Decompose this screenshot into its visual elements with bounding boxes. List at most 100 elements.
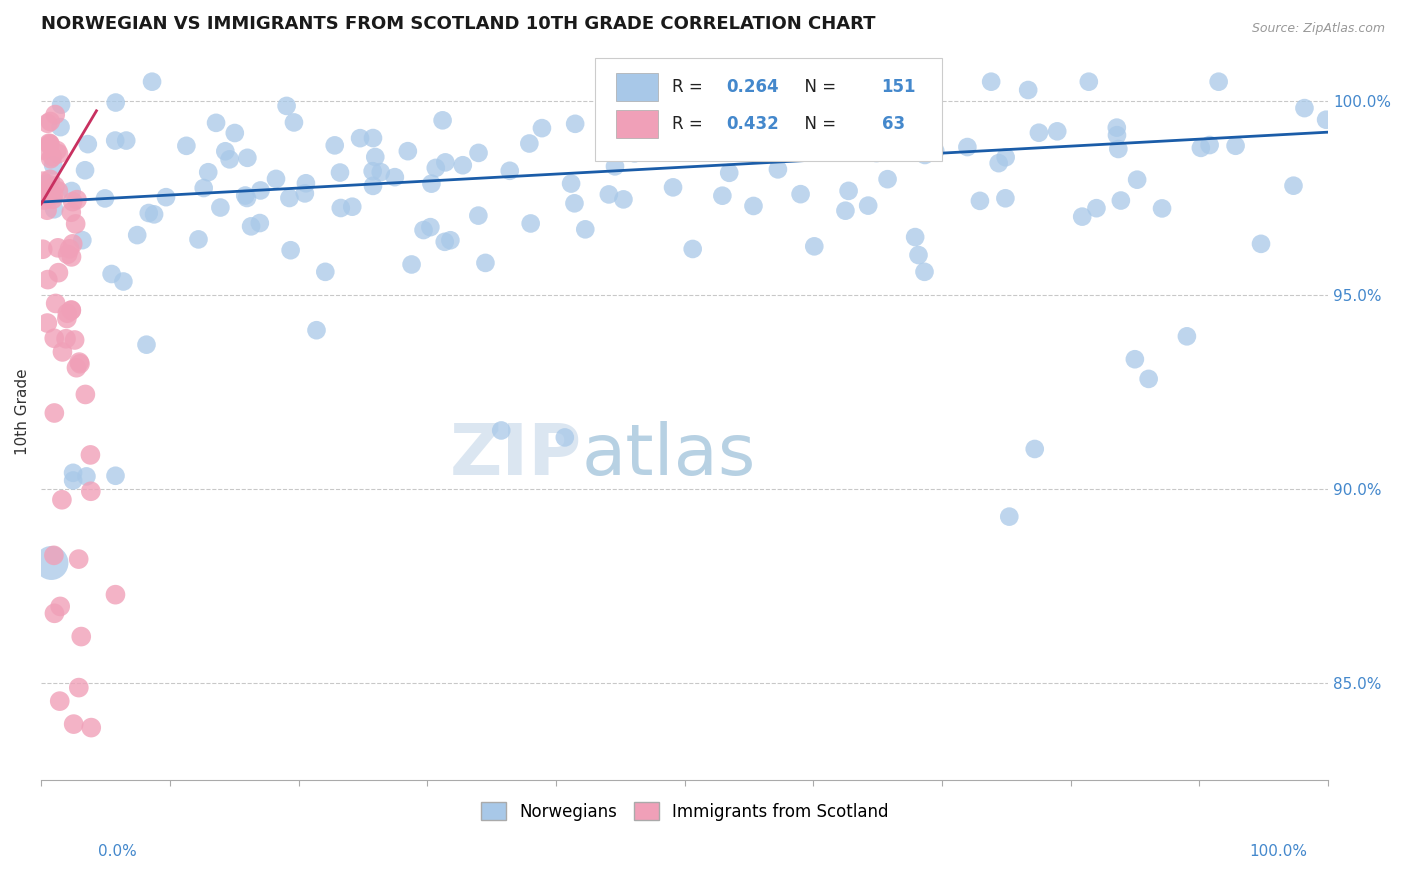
Point [37, 187, 59, 202]
Point [675, 105, 697, 120]
Point [912, 113, 935, 128]
Point [58, 242, 80, 256]
Point [769, 77, 792, 91]
Point [218, 153, 240, 167]
Point [1225, 138, 1247, 153]
Point [69, 357, 91, 371]
Point [969, 194, 991, 208]
Text: 151: 151 [882, 78, 917, 96]
Point [224, 126, 246, 140]
Point [37, 203, 59, 218]
Text: N =: N = [794, 78, 841, 96]
Point [294, 186, 316, 201]
Point [564, 117, 586, 131]
Point [361, 164, 384, 178]
Point [80, 484, 103, 499]
Point [70, 630, 93, 644]
Point [329, 201, 352, 215]
Point [32, 143, 55, 157]
Point [434, 155, 457, 169]
Point [41, 150, 63, 164]
Point [517, 136, 540, 151]
Point [42, 158, 65, 172]
Point [598, 187, 620, 202]
Point [44, 607, 66, 621]
Point [1250, 236, 1272, 251]
Point [748, 124, 770, 138]
Point [666, 142, 689, 156]
Point [39, 152, 62, 166]
Point [56, 306, 79, 320]
Point [564, 196, 586, 211]
Point [1137, 372, 1160, 386]
Point [711, 188, 734, 202]
Point [236, 191, 259, 205]
Point [37, 183, 59, 197]
Point [530, 121, 553, 136]
Point [193, 181, 215, 195]
Point [907, 132, 929, 146]
Point [401, 257, 423, 271]
Point [865, 146, 887, 161]
Point [467, 209, 489, 223]
Point [1189, 141, 1212, 155]
Point [104, 468, 127, 483]
Point [349, 131, 371, 145]
Point [876, 172, 898, 186]
Text: 0.0%: 0.0% [98, 845, 138, 859]
Point [51, 345, 73, 359]
Point [1282, 178, 1305, 193]
Point [283, 115, 305, 129]
Point [233, 188, 256, 202]
Point [63, 333, 86, 347]
Point [834, 203, 856, 218]
Point [44, 107, 66, 121]
Point [838, 184, 860, 198]
Point [1175, 329, 1198, 343]
FancyBboxPatch shape [595, 58, 942, 161]
Point [655, 114, 678, 128]
Point [112, 275, 135, 289]
Point [104, 134, 127, 148]
Point [323, 138, 346, 153]
Point [104, 95, 127, 110]
Point [280, 244, 302, 258]
Text: 100.0%: 100.0% [1250, 845, 1308, 859]
Point [44, 179, 66, 194]
Text: N =: N = [794, 115, 841, 133]
Point [45, 144, 67, 158]
Point [412, 223, 434, 237]
Point [155, 190, 177, 204]
Point [904, 230, 927, 244]
Point [1107, 142, 1129, 156]
Y-axis label: 10th Grade: 10th Grade [15, 368, 30, 455]
Point [364, 150, 387, 164]
Point [56, 311, 79, 326]
Point [236, 151, 259, 165]
Point [67, 681, 90, 695]
Point [62, 466, 84, 480]
Text: NORWEGIAN VS IMMIGRANTS FROM SCOTLAND 10TH GRADE CORRELATION CHART: NORWEGIAN VS IMMIGRANTS FROM SCOTLAND 10… [41, 15, 876, 33]
Point [789, 187, 811, 202]
Point [730, 88, 752, 103]
Point [499, 163, 522, 178]
Point [46, 184, 69, 198]
Point [42, 192, 65, 206]
Point [361, 178, 384, 193]
Point [141, 75, 163, 89]
Point [994, 191, 1017, 205]
Point [249, 183, 271, 197]
FancyBboxPatch shape [616, 73, 658, 101]
Point [38, 186, 60, 201]
Point [264, 172, 287, 186]
Point [42, 549, 65, 563]
Text: Source: ZipAtlas.com: Source: ZipAtlas.com [1251, 22, 1385, 36]
Point [1315, 112, 1337, 127]
Point [37, 272, 59, 286]
Point [44, 331, 66, 345]
Point [37, 116, 59, 130]
Point [342, 200, 364, 214]
Point [45, 296, 67, 310]
Point [1294, 101, 1316, 115]
Point [56, 247, 79, 261]
